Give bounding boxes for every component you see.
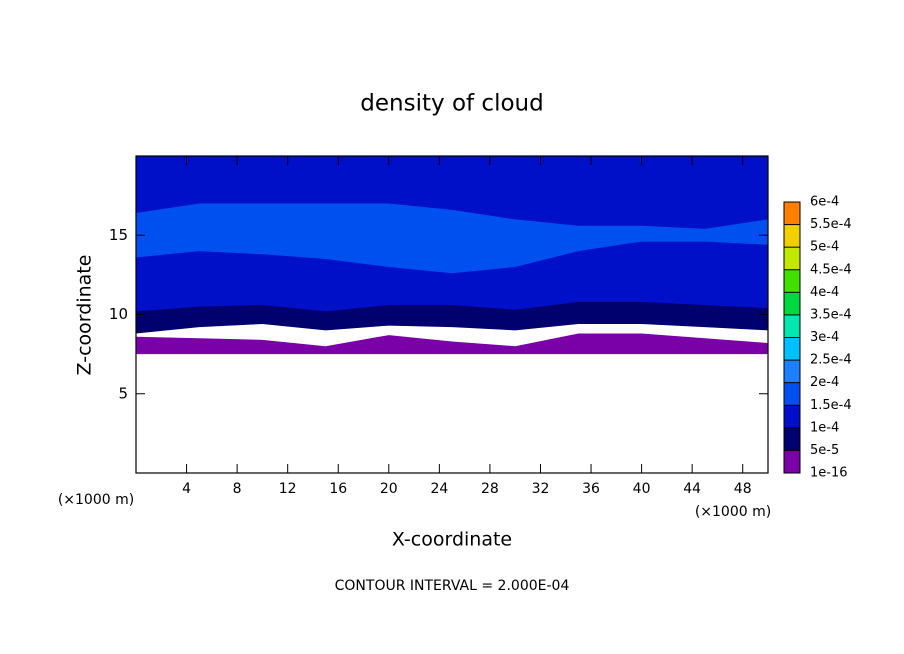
x-unit-label: (×1000 m) xyxy=(58,492,134,508)
x-tick-label: 44 xyxy=(683,481,701,497)
x-tick-label: 32 xyxy=(532,481,550,497)
colorbar-label: 4e-4 xyxy=(810,285,839,300)
y-tick-label: 10 xyxy=(109,305,128,323)
colorbar-box xyxy=(784,247,800,270)
contour-band xyxy=(136,203,768,274)
x-tick-label: 20 xyxy=(380,481,398,497)
chart-title: density of cloud xyxy=(360,91,543,117)
y-tick-label: 5 xyxy=(118,384,128,402)
contour-band xyxy=(136,156,768,185)
colorbar-box xyxy=(784,405,800,428)
colorbar-box xyxy=(784,224,800,248)
contour-band xyxy=(136,333,768,355)
colorbar-label: 1.5e-4 xyxy=(810,398,852,413)
colorbar-box xyxy=(784,202,800,225)
axes: 4 8 12 16 20 24 28 32 36 40 44 48510151e-165e-51e-4… xyxy=(109,155,852,497)
colorbar-box xyxy=(784,292,800,315)
colorbar-box xyxy=(784,360,800,383)
annotation: CONTOUR INTERVAL = 2.000E-04 xyxy=(335,578,570,594)
colorbar-label: 3.5e-4 xyxy=(810,307,852,322)
colorbar-box xyxy=(784,450,800,473)
x-tick-label: 8 xyxy=(233,481,242,497)
x-tick-label: 40 xyxy=(633,481,651,497)
colorbar-label: 2e-4 xyxy=(810,375,839,390)
colorbar-label: 1e-16 xyxy=(810,466,848,481)
colorbar-label: 1e-4 xyxy=(810,420,839,435)
colorbar-label: 5e-4 xyxy=(810,240,839,255)
x-tick-label: 4 xyxy=(182,481,191,497)
contour-field xyxy=(136,156,768,355)
x-tick-label: 28 xyxy=(481,481,499,497)
colorbar-box xyxy=(784,314,800,338)
x-tick-label: 36 xyxy=(582,481,600,497)
x-unit-label: (×1000 m) xyxy=(695,504,771,520)
colorbar-box xyxy=(784,269,800,293)
y-tick-label: 15 xyxy=(109,226,128,244)
colorbar-label: 3e-4 xyxy=(810,330,839,345)
y-axis-label: Z-coordinate xyxy=(74,255,96,376)
colorbar-box xyxy=(784,337,800,361)
x-tick-label: 24 xyxy=(430,481,448,497)
colorbar-box xyxy=(784,382,800,406)
colorbar-box xyxy=(784,427,800,451)
x-tick-label: 16 xyxy=(329,481,347,497)
x-tick-label: 48 xyxy=(734,481,752,497)
x-tick-label: 12 xyxy=(279,481,297,497)
colorbar-label: 5.5e-4 xyxy=(810,217,852,232)
x-axis-label: X-coordinate xyxy=(392,529,512,551)
colorbar-label: 6e-4 xyxy=(810,195,839,210)
colorbar-label: 5e-5 xyxy=(810,443,839,458)
colorbar-label: 2.5e-4 xyxy=(810,353,852,368)
colorbar-label: 4.5e-4 xyxy=(810,262,852,277)
